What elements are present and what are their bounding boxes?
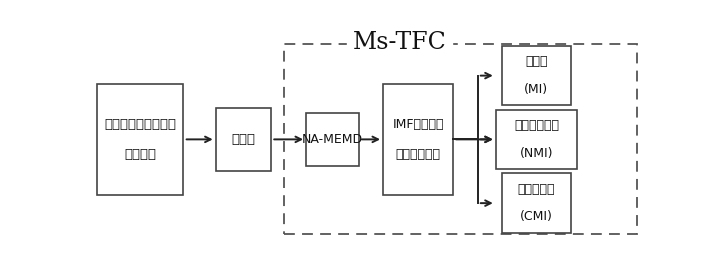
Text: 互信息: 互信息 xyxy=(525,55,548,68)
Text: 同步采集: 同步采集 xyxy=(125,148,156,161)
Bar xyxy=(502,173,571,233)
Bar xyxy=(97,84,184,195)
Text: 归一化互信息: 归一化互信息 xyxy=(514,119,559,132)
Bar xyxy=(215,108,271,171)
Text: Ms-TFC: Ms-TFC xyxy=(353,31,446,54)
Text: 多通道表面肌电信号: 多通道表面肌电信号 xyxy=(104,118,176,131)
Text: 预处理: 预处理 xyxy=(231,133,256,146)
Text: 同步提取变换: 同步提取变换 xyxy=(395,148,441,161)
Bar xyxy=(383,84,453,195)
Bar xyxy=(502,46,571,105)
Text: (NMI): (NMI) xyxy=(520,147,553,160)
Bar xyxy=(496,110,577,169)
Bar xyxy=(284,44,636,234)
Text: IMF尺度分量: IMF尺度分量 xyxy=(392,118,444,131)
Text: (MI): (MI) xyxy=(524,83,549,96)
Text: 条件互信息: 条件互信息 xyxy=(518,183,555,196)
Text: (CMI): (CMI) xyxy=(520,210,553,224)
Bar xyxy=(306,113,359,166)
Text: NA-MEMD: NA-MEMD xyxy=(302,133,364,146)
